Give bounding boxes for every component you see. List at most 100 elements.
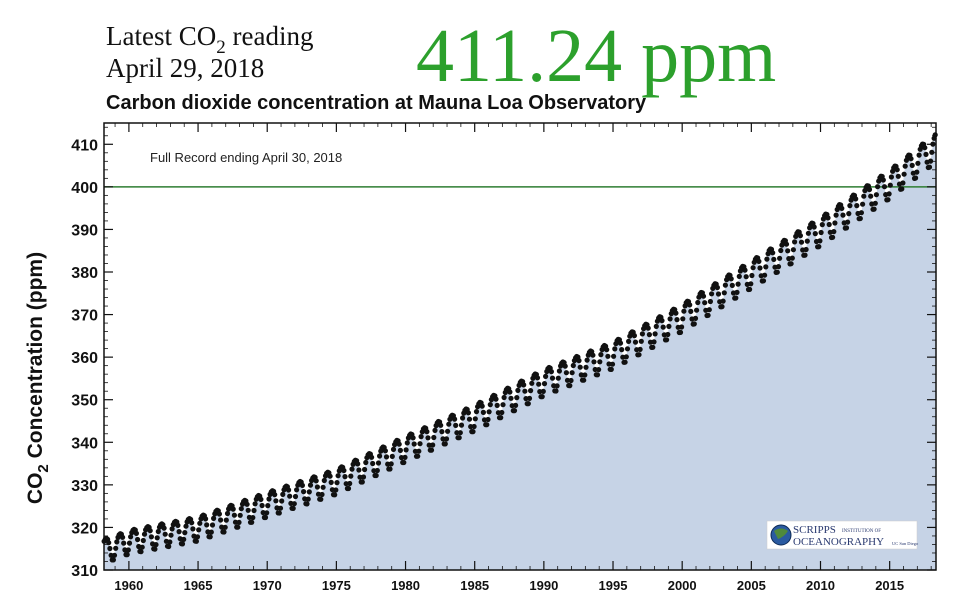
data-point <box>432 427 438 433</box>
data-point <box>211 515 217 522</box>
data-point <box>783 241 790 247</box>
data-point <box>803 246 809 253</box>
data-point <box>816 244 822 250</box>
data-point <box>203 516 209 522</box>
data-point <box>833 212 839 218</box>
y-tick-label: 340 <box>71 435 98 452</box>
data-point <box>377 453 383 459</box>
data-point <box>770 250 776 256</box>
data-point <box>513 402 519 408</box>
data-point <box>501 394 507 401</box>
latest-suffix: reading <box>225 21 314 51</box>
data-point <box>265 503 271 509</box>
data-point <box>638 338 644 344</box>
data-point <box>480 409 486 415</box>
data-point <box>120 534 126 540</box>
data-point <box>691 321 697 327</box>
data-point <box>499 409 505 416</box>
data-point <box>788 261 794 267</box>
data-point <box>928 158 934 164</box>
data-point <box>494 402 500 408</box>
data-point <box>748 281 754 287</box>
data-point <box>279 498 285 504</box>
data-point <box>914 169 920 175</box>
data-point <box>401 459 407 466</box>
data-point <box>802 252 808 258</box>
data-point <box>230 506 236 512</box>
data-point <box>466 416 473 422</box>
data-point <box>424 429 430 435</box>
data-point <box>430 442 436 448</box>
data-point <box>473 409 480 415</box>
data-point <box>624 346 631 352</box>
data-point <box>735 281 741 287</box>
latest-subscript: 2 <box>216 37 226 58</box>
data-point <box>218 517 224 523</box>
data-point <box>318 496 324 502</box>
data-point <box>528 388 534 394</box>
logo-line2: OCEANOGRAPHY <box>793 536 884 548</box>
data-point <box>456 435 462 441</box>
data-point <box>554 383 560 389</box>
data-point <box>553 388 559 394</box>
data-point <box>570 362 576 369</box>
data-point <box>577 364 583 370</box>
data-point <box>347 480 353 487</box>
axis-ticks <box>104 123 936 571</box>
data-point <box>858 210 865 216</box>
data-point <box>313 478 319 484</box>
data-point <box>622 359 628 365</box>
data-point <box>750 265 756 271</box>
data-point <box>576 358 582 364</box>
data-point <box>439 429 445 435</box>
data-point <box>442 441 448 447</box>
data-point <box>692 315 699 321</box>
data-point <box>792 239 798 245</box>
data-point <box>190 526 196 532</box>
data-point <box>664 337 670 343</box>
data-point <box>387 466 393 472</box>
data-point <box>845 219 851 225</box>
data-point <box>280 491 286 497</box>
data-point <box>410 435 416 441</box>
data-point <box>418 434 424 440</box>
data-point <box>653 323 659 329</box>
data-point <box>715 291 722 297</box>
data-point <box>873 192 880 198</box>
data-point <box>804 238 810 244</box>
data-point <box>155 528 161 535</box>
data-point <box>471 423 477 430</box>
data-point <box>373 472 379 479</box>
data-point <box>320 484 326 490</box>
data-point <box>111 552 118 558</box>
data-point <box>721 290 727 296</box>
data-point <box>591 359 597 365</box>
data-point <box>790 247 797 253</box>
area-layer <box>104 134 937 570</box>
x-tick-label: 2010 <box>806 578 835 593</box>
data-point <box>812 231 818 237</box>
y-tick-label: 350 <box>71 393 98 410</box>
data-point <box>125 547 131 553</box>
data-point <box>700 293 707 299</box>
data-point <box>107 545 113 552</box>
data-point <box>299 482 305 488</box>
data-point <box>584 357 590 363</box>
data-point <box>605 353 611 359</box>
data-point <box>416 448 422 454</box>
data-point <box>259 502 265 509</box>
data-point <box>818 229 824 236</box>
data-point <box>839 205 845 211</box>
data-point <box>154 535 160 541</box>
data-point <box>114 539 120 545</box>
data-point <box>894 167 900 173</box>
data-point <box>264 510 270 516</box>
data-point <box>508 395 514 401</box>
data-point <box>612 346 618 352</box>
data-point <box>695 299 701 306</box>
data-point <box>375 460 382 466</box>
data-point <box>853 196 859 202</box>
data-point <box>183 523 189 529</box>
data-point <box>749 272 755 279</box>
